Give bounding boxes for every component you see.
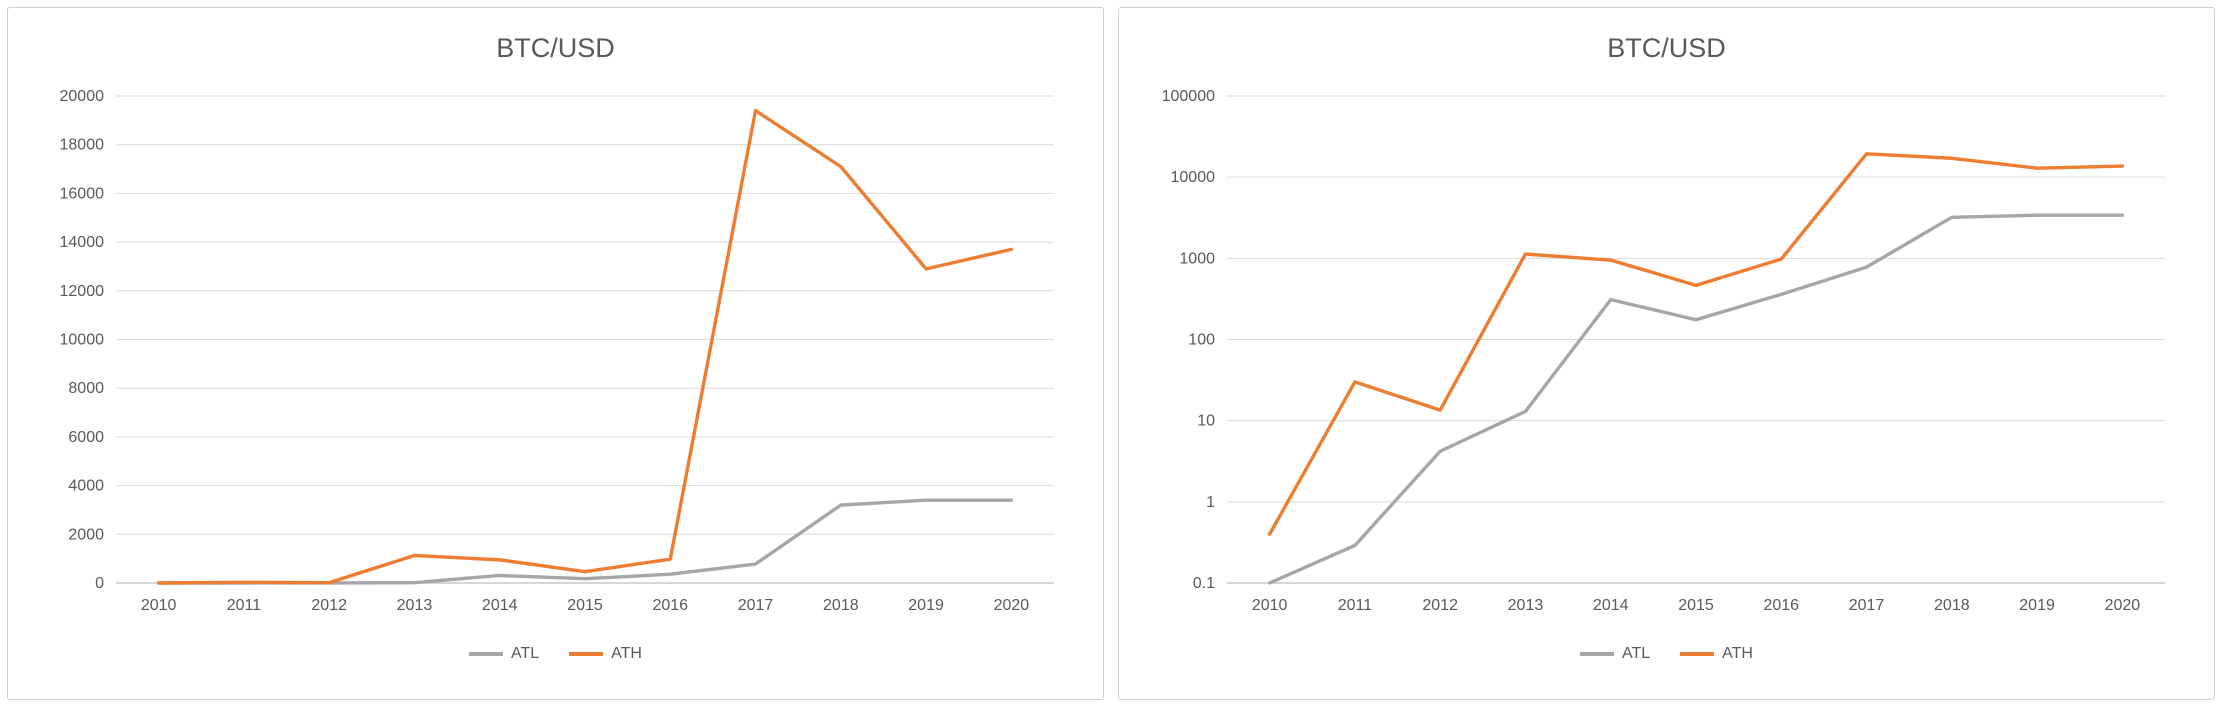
legend-label-ath: ATH: [611, 645, 642, 662]
x-tick-label: 2010: [140, 597, 176, 614]
legend-label-atl: ATL: [1622, 645, 1651, 662]
y-tick-label: 20000: [59, 88, 104, 105]
y-tick-label: 12000: [59, 283, 104, 300]
y-tick-label: 100000: [1161, 88, 1214, 105]
y-tick-label: 1: [1206, 494, 1215, 511]
y-tick-label: 14000: [59, 234, 104, 251]
x-tick-label: 2016: [1763, 597, 1799, 614]
x-tick-label: 2012: [311, 597, 347, 614]
y-tick-label: 10: [1197, 413, 1215, 430]
y-tick-label: 0: [95, 575, 104, 592]
x-tick-label: 2013: [1507, 597, 1543, 614]
x-tick-label: 2015: [1678, 597, 1714, 614]
ath-series-swatch: [1680, 652, 1715, 656]
legend-log: ATL ATH: [1580, 645, 1753, 663]
x-tick-label: 2018: [823, 597, 859, 614]
y-tick-label: 10000: [1170, 169, 1215, 186]
x-tick-label: 2015: [567, 597, 603, 614]
chart-title-linear: BTC/USD: [496, 33, 615, 63]
y-tick-label: 16000: [59, 185, 104, 202]
y-tick-label: 6000: [68, 429, 104, 446]
line-chart-log: 0.1 1 10 100 1000 10000 100000 2010 2011 2012 2013…: [1161, 88, 2165, 614]
y-tick-label: 10000: [59, 332, 104, 349]
legend-item-ath: ATH: [1680, 645, 1753, 663]
x-tick-label: 2019: [908, 597, 944, 614]
x-tick-label: 2014: [481, 597, 517, 614]
atl-series-swatch: [1580, 652, 1615, 656]
y-tick-label: 0.1: [1192, 575, 1214, 592]
x-tick-label: 2019: [2019, 597, 2055, 614]
y-tick-label: 1000: [1179, 250, 1215, 267]
atl-series-line: [1267, 213, 2124, 585]
y-tick-label: 8000: [68, 380, 104, 397]
atl-series-swatch: [469, 652, 504, 656]
ath-series-line: [1267, 152, 2124, 536]
legend-label-atl: ATL: [511, 645, 540, 662]
chart-panel-linear: BTC/USD 0 2000 4000 6000 8000 10000 12000 14000…: [7, 7, 1104, 700]
x-tick-label: 2011: [1337, 597, 1372, 614]
x-tick-label: 2011: [226, 597, 261, 614]
y-tick-label: 4000: [68, 478, 104, 495]
x-tick-label: 2014: [1592, 597, 1628, 614]
ath-series-line: [156, 108, 1013, 585]
chart-title-log: BTC/USD: [1607, 33, 1726, 63]
x-tick-label: 2020: [993, 597, 1029, 614]
legend-item-atl: ATL: [1580, 645, 1650, 663]
legend-label-ath: ATH: [1722, 645, 1753, 662]
x-tick-label: 2010: [1251, 597, 1287, 614]
x-tick-label: 2013: [396, 597, 432, 614]
legend-item-ath: ATH: [569, 645, 642, 663]
x-tick-label: 2017: [737, 597, 773, 614]
x-tick-label: 2018: [1934, 597, 1970, 614]
legend-linear: ATL ATH: [469, 645, 642, 663]
x-tick-label: 2017: [1848, 597, 1884, 614]
x-tick-label: 2012: [1422, 597, 1458, 614]
y-tick-label: 2000: [68, 526, 104, 543]
y-tick-label: 100: [1188, 332, 1215, 349]
y-tick-label: 18000: [59, 137, 104, 154]
x-tick-label: 2016: [652, 597, 688, 614]
ath-series-swatch: [569, 652, 604, 656]
line-chart-linear: 0 2000 4000 6000 8000 10000 12000 14000 16000 180…: [59, 88, 1054, 614]
x-tick-label: 2020: [2104, 597, 2140, 614]
chart-panel-log: BTC/USD 0.1 1 10 100 1000 10000 100000 2010 2011…: [1118, 7, 2215, 700]
legend-item-atl: ATL: [469, 645, 539, 663]
